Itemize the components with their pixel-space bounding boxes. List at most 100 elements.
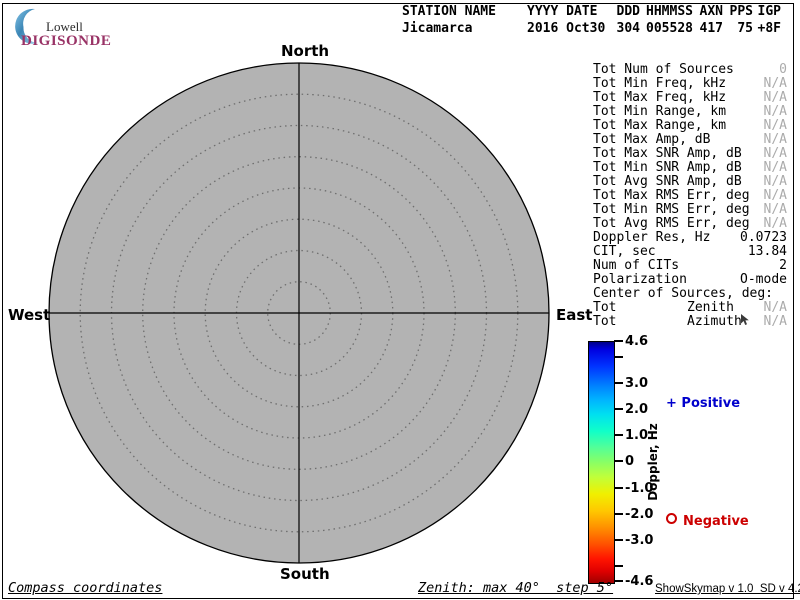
skymap-polar-plot: [48, 62, 550, 564]
stat-sublabel: Azimuth: [687, 314, 742, 329]
coordinates-mode-label: Compass coordinates: [8, 580, 163, 596]
header-pps-label: PPS: [729, 4, 753, 19]
colorbar-axis-title: Doppler, Hz: [646, 423, 660, 501]
stat-value: N/A: [763, 188, 787, 203]
header-ddd-value: 304: [616, 21, 640, 36]
stat-row: Tot Max RMS Err, deg N/A: [593, 188, 787, 203]
east-label: East: [556, 306, 593, 324]
colorbar-tick: [614, 382, 623, 384]
stat-value: N/A: [763, 216, 787, 231]
stat-value: N/A: [763, 146, 787, 161]
stat-label: Tot Max Freq, kHz: [593, 90, 727, 105]
stat-label: Tot Max Range, km: [593, 118, 727, 133]
stat-value: N/A: [763, 314, 787, 329]
stat-label: Tot Min SNR Amp, dB: [593, 160, 742, 175]
header-station-label: STATION NAME: [402, 4, 496, 19]
north-label: North: [281, 42, 330, 60]
stat-value: N/A: [763, 202, 787, 217]
stat-row: Tot Avg SNR Amp, dB N/A: [593, 174, 787, 189]
colorbar-tick: [614, 408, 623, 410]
stat-value: 13.84: [747, 244, 787, 259]
stat-label: Tot Min Freq, kHz: [593, 76, 727, 91]
stat-label: Num of CITs: [593, 258, 680, 273]
header-date-value: 2016 Oct30: [527, 21, 606, 36]
logo-lowell-text: Lowell: [46, 19, 83, 34]
west-label: West: [8, 306, 51, 324]
stat-value: N/A: [763, 160, 787, 175]
stat-value: N/A: [763, 104, 787, 119]
colorbar-tick-label: 1.0: [625, 428, 649, 443]
stat-label: Tot Avg RMS Err, deg: [593, 216, 750, 231]
colorbar-tick-label: -3.0: [625, 533, 654, 548]
stat-row: Tot Zenith N/A: [593, 300, 787, 315]
zenith-range-label: Zenith: max 40° step 5°: [418, 580, 614, 596]
stat-label: CIT, sec: [593, 244, 656, 259]
header-axn-label: AXN: [699, 4, 723, 19]
stat-value: O-mode: [740, 272, 787, 287]
stat-row: Tot Max Amp, dB N/A: [593, 132, 787, 147]
colorbar-tick: [614, 460, 623, 462]
header-time-label: HHMMSS: [646, 4, 693, 19]
colorbar-tick-label: -4.6: [625, 574, 654, 589]
stat-row: Tot Min Range, km N/A: [593, 104, 787, 119]
colorbar-tick-label: 0: [625, 454, 635, 469]
stat-row: Tot Min SNR Amp, dB N/A: [593, 160, 787, 175]
colorbar-tick: [614, 565, 623, 567]
stat-label: Tot Avg SNR Amp, dB: [593, 174, 742, 189]
window-border: [2, 3, 794, 599]
crescent-icon: [15, 8, 39, 44]
colorbar-tick: [614, 539, 623, 541]
south-label: South: [280, 565, 330, 583]
header-igp-label: IGP: [757, 4, 781, 19]
stat-value: N/A: [763, 90, 787, 105]
stat-label: Tot Max RMS Err, deg: [593, 188, 750, 203]
colorbar-tick-label: -1.0: [625, 481, 654, 496]
stat-label: Tot: [593, 300, 617, 315]
positive-legend: + Positive: [666, 396, 740, 411]
stat-label: Polarization: [593, 272, 687, 287]
stat-label: Tot Num of Sources: [593, 62, 734, 77]
stat-row: Tot Max Range, km N/A: [593, 118, 787, 133]
version-label: ShowSkymap v 1.0 SD v 4.2: [655, 583, 800, 595]
stat-value: 0.0723: [740, 230, 787, 245]
mouse-cursor-icon: [741, 314, 749, 325]
colorbar-tick-label: 3.0: [625, 376, 649, 391]
stat-row: Tot Min Freq, kHz N/A: [593, 76, 787, 91]
header-time-value: 005528: [646, 21, 693, 36]
stat-label: Tot: [593, 314, 617, 329]
stat-sublabel: Zenith: [687, 300, 734, 315]
stat-label: Doppler Res, Hz: [593, 230, 711, 245]
positive-label: Positive: [681, 396, 741, 411]
negative-label: Negative: [683, 514, 749, 529]
colorbar-tick-label: -2.0: [625, 507, 654, 522]
stat-row: Tot Num of Sources 0: [593, 62, 787, 77]
plus-marker-icon: +: [666, 396, 682, 411]
stat-row: Polarization O-mode: [593, 272, 787, 287]
stat-row: Tot Max SNR Amp, dB N/A: [593, 146, 787, 161]
stat-label: Tot Max SNR Amp, dB: [593, 146, 742, 161]
header-igp-value: +8F: [757, 21, 781, 36]
colorbar-tick-label: 4.6: [625, 334, 649, 349]
logo-digisonde-text: DIGISONDE: [21, 33, 112, 49]
stat-row: Center of Sources, deg:: [593, 286, 787, 301]
header-ddd-label: DDD: [616, 4, 640, 19]
stat-value: N/A: [763, 132, 787, 147]
colorbar-gradient: [588, 341, 615, 584]
colorbar-tick: [614, 434, 623, 436]
stat-value: 0: [779, 62, 787, 77]
stat-label: Tot Min RMS Err, deg: [593, 202, 750, 217]
header-date-label: YYYY DATE: [527, 4, 598, 19]
colorbar-tick: [614, 340, 623, 342]
stat-row: Tot Min RMS Err, deg N/A: [593, 202, 787, 217]
stat-value: N/A: [763, 174, 787, 189]
stat-value: N/A: [763, 118, 787, 133]
stat-row: CIT, sec 13.84: [593, 244, 787, 259]
stat-label: Tot Max Amp, dB: [593, 132, 711, 147]
stat-value: 2: [779, 258, 787, 273]
stat-row: Tot Max Freq, kHz N/A: [593, 90, 787, 105]
negative-legend: Negative: [666, 513, 749, 529]
stat-value: N/A: [763, 300, 787, 315]
stat-row: Tot Azimuth N/A: [593, 314, 787, 329]
header-axn-value: 417: [699, 21, 723, 36]
